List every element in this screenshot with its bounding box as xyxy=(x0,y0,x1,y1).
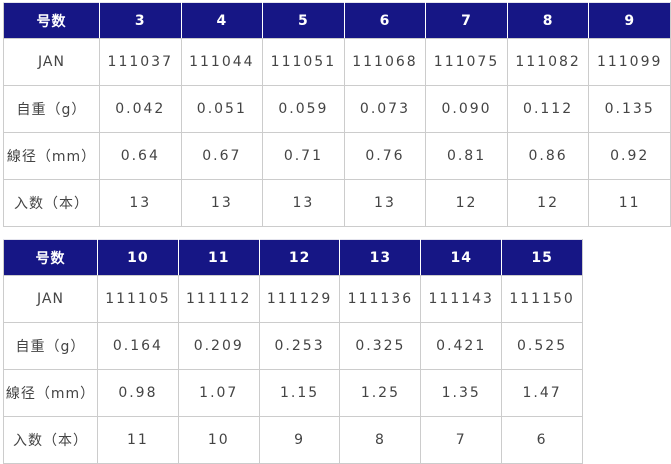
table-cell: 111112 xyxy=(177,275,260,323)
column-header: 13 xyxy=(339,239,422,276)
table-cell: 1.15 xyxy=(258,369,341,417)
table-cell: 13 xyxy=(262,179,345,227)
table-cell: 8 xyxy=(339,416,422,464)
table-cell: 7 xyxy=(420,416,503,464)
table-cell: 0.64 xyxy=(99,132,182,180)
table-cell: 111075 xyxy=(425,38,508,86)
row-label: 自重（g） xyxy=(3,85,100,133)
table-cell: 111082 xyxy=(506,38,590,86)
column-header: 6 xyxy=(343,2,427,39)
spec-table-sizes-10-15: 号数 10 11 12 13 14 15 JAN 111105 111112 1… xyxy=(3,239,583,464)
row-label: JAN xyxy=(3,38,100,86)
row-label: 入数（本） xyxy=(3,416,98,464)
table-cell: 0.253 xyxy=(258,322,341,370)
column-header: 12 xyxy=(258,239,341,276)
table-cell: 0.525 xyxy=(501,322,583,370)
table-row-jan: JAN 111037 111044 111051 111068 111075 1… xyxy=(3,38,671,86)
table-row-count: 入数（本） 11 10 9 8 7 6 xyxy=(3,416,583,464)
table-cell: 0.042 xyxy=(99,85,182,133)
row-label: 線径（mm） xyxy=(3,369,98,417)
table-cell: 0.421 xyxy=(420,322,503,370)
column-header: 8 xyxy=(506,2,590,39)
table-cell: 0.090 xyxy=(425,85,508,133)
table-row-weight: 自重（g） 0.164 0.209 0.253 0.325 0.421 0.52… xyxy=(3,322,583,370)
table-row-diameter: 線径（mm） 0.98 1.07 1.15 1.25 1.35 1.47 xyxy=(3,369,583,417)
column-header: 4 xyxy=(180,2,264,39)
row-label: 自重（g） xyxy=(3,322,98,370)
table-cell: 111044 xyxy=(180,38,264,86)
column-header: 15 xyxy=(501,239,583,276)
column-header: 10 xyxy=(97,239,179,276)
table-cell: 0.164 xyxy=(97,322,179,370)
column-header: 7 xyxy=(425,2,508,39)
table-cell: 0.98 xyxy=(97,369,179,417)
table-cell: 0.92 xyxy=(588,132,671,180)
table-cell: 111105 xyxy=(97,275,179,323)
table-cell: 0.86 xyxy=(506,132,590,180)
table-cell: 111129 xyxy=(258,275,341,323)
table-cell: 0.209 xyxy=(177,322,260,370)
corner-header-cell: 号数 xyxy=(3,2,100,39)
table-cell: 13 xyxy=(343,179,427,227)
column-header: 5 xyxy=(262,2,345,39)
column-header: 11 xyxy=(177,239,260,276)
table-header-row: 号数 3 4 5 6 7 8 9 xyxy=(3,2,671,39)
table-cell: 11 xyxy=(97,416,179,464)
table-cell: 0.67 xyxy=(180,132,264,180)
table-cell: 0.073 xyxy=(343,85,427,133)
row-label: JAN xyxy=(3,275,98,323)
table-cell: 10 xyxy=(177,416,260,464)
table-cell: 9 xyxy=(258,416,341,464)
table-cell: 1.07 xyxy=(177,369,260,417)
table-cell: 1.47 xyxy=(501,369,583,417)
table-cell: 13 xyxy=(180,179,264,227)
table-cell: 0.112 xyxy=(506,85,590,133)
row-label: 線径（mm） xyxy=(3,132,100,180)
table-row-jan: JAN 111105 111112 111129 111136 111143 1… xyxy=(3,275,583,323)
corner-header-cell: 号数 xyxy=(3,239,98,276)
table-cell: 111099 xyxy=(588,38,671,86)
table-cell: 0.76 xyxy=(343,132,427,180)
table-cell: 0.135 xyxy=(588,85,671,133)
table-cell: 6 xyxy=(501,416,583,464)
row-label: 入数（本） xyxy=(3,179,100,227)
table-cell: 111150 xyxy=(501,275,583,323)
column-header: 9 xyxy=(588,2,671,39)
table-cell: 12 xyxy=(506,179,590,227)
table-cell: 0.71 xyxy=(262,132,345,180)
table-cell: 0.059 xyxy=(262,85,345,133)
table-cell: 13 xyxy=(99,179,182,227)
table-row-count: 入数（本） 13 13 13 13 12 12 11 xyxy=(3,179,671,227)
table-cell: 0.81 xyxy=(425,132,508,180)
table-row-weight: 自重（g） 0.042 0.051 0.059 0.073 0.090 0.11… xyxy=(3,85,671,133)
table-cell: 1.25 xyxy=(339,369,422,417)
table-cell: 111051 xyxy=(262,38,345,86)
column-header: 14 xyxy=(420,239,503,276)
table-cell: 0.325 xyxy=(339,322,422,370)
column-header: 3 xyxy=(99,2,182,39)
table-cell: 111136 xyxy=(339,275,422,323)
table-cell: 0.051 xyxy=(180,85,264,133)
table-cell: 12 xyxy=(425,179,508,227)
spec-table-sizes-3-9: 号数 3 4 5 6 7 8 9 JAN 111037 111044 11105… xyxy=(3,2,671,227)
table-cell: 111068 xyxy=(343,38,427,86)
table-header-row: 号数 10 11 12 13 14 15 xyxy=(3,239,583,276)
table-cell: 11 xyxy=(588,179,671,227)
table-row-diameter: 線径（mm） 0.64 0.67 0.71 0.76 0.81 0.86 0.9… xyxy=(3,132,671,180)
table-cell: 1.35 xyxy=(420,369,503,417)
table-cell: 111143 xyxy=(420,275,503,323)
table-cell: 111037 xyxy=(99,38,182,86)
